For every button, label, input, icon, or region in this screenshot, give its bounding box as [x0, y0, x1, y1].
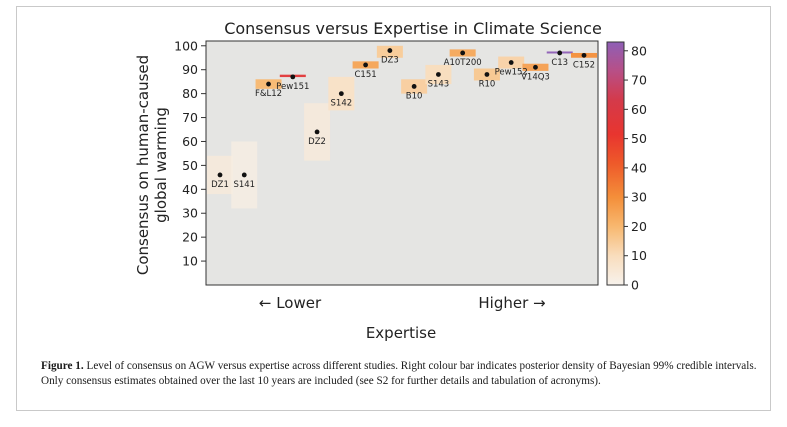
point-label-pew151: Pew151: [276, 82, 309, 92]
point-dz1: [217, 172, 223, 178]
y-axis: 10 20 30 40 50 60 70 80 90 100: [174, 38, 206, 269]
point-v14q3: [533, 64, 538, 70]
point-r10: [484, 72, 490, 77]
point-label-c13: C13: [551, 58, 568, 68]
colorbar-tick-label: 20: [631, 219, 647, 234]
y-axis-label-line2: global warming: [152, 107, 170, 223]
point-b10: [411, 84, 417, 89]
point-c152: [581, 52, 587, 58]
y-tick-label: 100: [174, 38, 198, 53]
point-label-fl12: F&L12: [255, 89, 282, 99]
point-label-dz1: DZ1: [211, 180, 229, 190]
point-label-dz2: DZ2: [308, 137, 326, 147]
figure-frame: Consensus versus Expertise in Climate Sc…: [16, 6, 771, 411]
caption-text: Level of consensus on AGW versus experti…: [41, 360, 757, 387]
point-label-r10: R10: [479, 79, 496, 89]
x-annotation-lower: ← Lower: [259, 294, 322, 312]
y-tick-label: 30: [182, 206, 198, 221]
caption-label: Figure 1.: [41, 360, 84, 372]
point-label-s143: S143: [428, 79, 450, 89]
point-s142: [338, 91, 344, 97]
point-label-s141: S141: [233, 180, 255, 190]
colorbar-ticks: 0 10 20 30 40 50 60 70 80: [624, 43, 647, 293]
point-label-s142: S142: [331, 99, 353, 109]
colorbar-tick-label: 0: [631, 278, 639, 293]
point-label-c152: C152: [573, 60, 595, 70]
y-tick-label: 40: [182, 182, 198, 197]
colorbar-tick-label: 50: [631, 131, 647, 146]
point-label-a10t200: A10T200: [444, 58, 482, 68]
point-pew152: [508, 60, 514, 65]
colorbar: [606, 41, 625, 286]
credible-interval-bands: [207, 45, 597, 209]
y-tick-label: 90: [182, 62, 198, 77]
point-fl12: [266, 81, 271, 87]
point-label-dz3: DZ3: [381, 56, 399, 66]
colorbar-tick-label: 40: [631, 160, 647, 175]
point-pew151: [290, 74, 296, 80]
point-c13: [557, 50, 563, 56]
point-label-c151: C151: [355, 70, 377, 80]
x-axis-label: Expertise: [366, 324, 436, 342]
point-label-pew152: Pew152: [495, 68, 528, 78]
colorbar-tick-label: 30: [631, 190, 647, 205]
colorbar-tick-label: 10: [631, 248, 647, 263]
y-tick-label: 20: [182, 230, 198, 245]
point-label-b10: B10: [406, 91, 423, 101]
y-tick-label: 10: [182, 254, 198, 269]
point-s143: [436, 72, 441, 77]
colorbar-tick-label: 80: [631, 43, 647, 58]
chart-title: Consensus versus Expertise in Climate Sc…: [224, 19, 602, 38]
point-dz2: [314, 129, 320, 135]
figure-caption: Figure 1. Level of consensus on AGW vers…: [41, 359, 781, 388]
point-a10t200: [460, 50, 466, 56]
colorbar-tick-label: 60: [631, 102, 647, 117]
y-tick-label: 50: [182, 158, 198, 173]
y-tick-label: 80: [182, 86, 198, 101]
y-axis-label-line1: Consensus on human-caused: [134, 55, 152, 275]
y-tick-label: 70: [182, 110, 198, 125]
point-label-v14q3: V14Q3: [521, 72, 550, 82]
y-tick-label: 60: [182, 134, 198, 149]
consensus-chart: Consensus versus Expertise in Climate Sc…: [134, 19, 647, 342]
x-annotation-higher: Higher →: [478, 294, 545, 312]
colorbar-tick-label: 70: [631, 73, 647, 88]
point-c151: [363, 62, 368, 68]
point-dz3: [387, 48, 393, 53]
point-s141: [241, 172, 247, 178]
